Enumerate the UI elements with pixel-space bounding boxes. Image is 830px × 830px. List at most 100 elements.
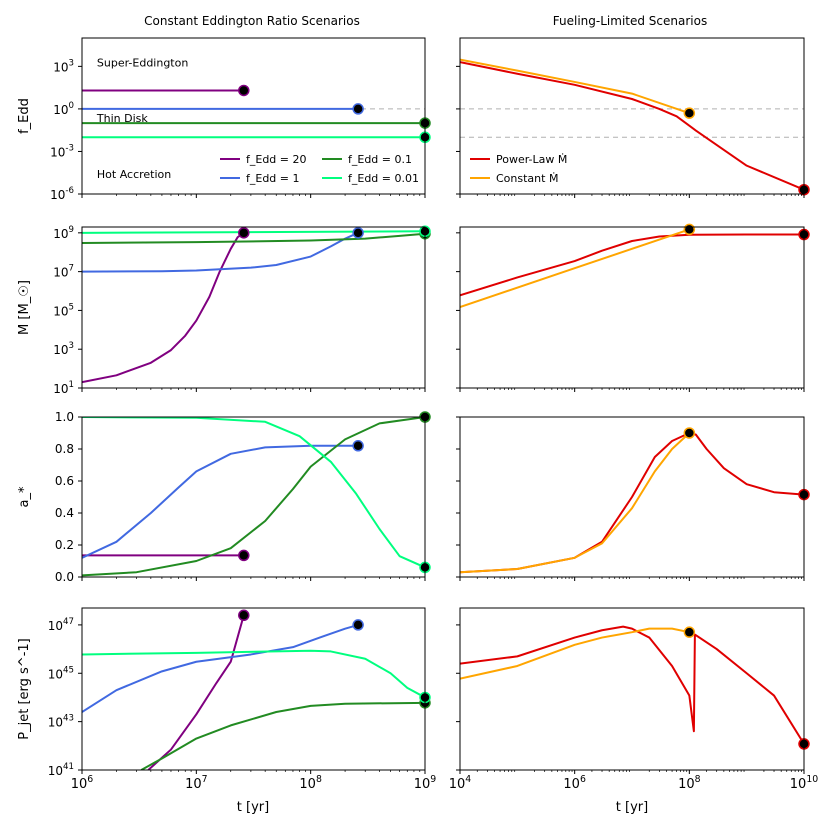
- x-tick-label: 108: [678, 774, 701, 792]
- plot-area-mass-right: [460, 228, 804, 308]
- series-line-powerlaw: [460, 233, 804, 297]
- x-tick-label: 104: [449, 774, 472, 792]
- axes-frame: [459, 607, 805, 771]
- series-line-fedd01: [82, 232, 425, 244]
- axes-frame: [459, 37, 805, 195]
- panel-pjet-right: 104 106 108 1010: [449, 607, 818, 792]
- y-axis-label: P_jet [erg s^-1]: [17, 638, 32, 739]
- endpoint-marker-fedd20: [238, 84, 250, 97]
- series-line-fedd1: [82, 231, 359, 273]
- y-tick-label: 10-3: [50, 143, 74, 159]
- plot-area-spin-left: [82, 417, 425, 577]
- y-tick-label: 1.0: [55, 410, 74, 424]
- y-tick-label: 105: [53, 302, 74, 318]
- endpoint-marker-constant: [683, 427, 696, 439]
- endpoint-marker-fedd1: [352, 103, 364, 115]
- endpoint-marker-fedd1: [352, 227, 364, 239]
- legend-label: f_Edd = 0.1: [348, 153, 412, 166]
- endpoint-marker-constant: [683, 223, 696, 236]
- series-line-fedd20: [82, 232, 245, 384]
- y-tick-label: 0.0: [55, 570, 74, 584]
- panel-spin-left: 0.0 0.2 0.4 0.6 0.8 1.0 a_*: [17, 410, 431, 584]
- region-label-2: Hot Accretion: [97, 168, 171, 181]
- series-line-constant: [460, 627, 690, 680]
- endpoint-marker-fedd20: [238, 227, 250, 239]
- endpoint-marker-constant: [683, 626, 696, 638]
- series-line-constant: [460, 228, 690, 308]
- x-tick-label: 108: [299, 774, 322, 792]
- axes-frame: [81, 226, 426, 389]
- axes-frame: [459, 226, 805, 389]
- plot-area-pjet-right: [460, 625, 804, 745]
- region-label-0: Super-Eddington: [97, 56, 188, 69]
- region-label-1: Thin Disk: [96, 112, 148, 125]
- x-tick-label: 107: [185, 774, 208, 792]
- series-line-fedd1: [82, 623, 359, 713]
- axes-frame: [81, 37, 426, 195]
- y-tick-label: 109: [53, 225, 74, 241]
- x-tick-label: 106: [71, 774, 94, 792]
- legend-label: Power-Law Ṁ: [496, 153, 567, 166]
- right-column-title: Fueling-Limited Scenarios: [553, 14, 707, 28]
- series-line-constant: [460, 432, 691, 574]
- series-line-fedd01: [140, 701, 425, 770]
- series-line-powerlaw: [460, 61, 804, 191]
- series-line-fedd01: [82, 417, 425, 577]
- series-line-fedd001: [82, 230, 425, 234]
- plot-area-pjet-left: [82, 615, 425, 770]
- legend-label: Constant Ṁ: [496, 172, 558, 185]
- legend-label: f_Edd = 20: [246, 153, 307, 166]
- axes-frame: [81, 607, 426, 771]
- panel-mass-right: [456, 223, 810, 392]
- x-tick-label: 109: [414, 774, 437, 792]
- series-line-constant: [460, 58, 690, 115]
- y-tick-label: 1045: [48, 665, 74, 681]
- legend-label: f_Edd = 1: [246, 172, 300, 185]
- y-tick-label: 103: [53, 341, 74, 357]
- y-tick-label: 101: [53, 380, 74, 396]
- series-line-fedd001: [82, 417, 425, 569]
- y-tick-label: 0.4: [55, 506, 74, 520]
- series-line-powerlaw: [460, 625, 804, 745]
- axes-frame: [81, 416, 426, 578]
- y-tick-label: 0.6: [55, 474, 74, 488]
- series-line-powerlaw: [460, 432, 804, 574]
- series-line-fedd1: [82, 444, 359, 559]
- axes-frame: [459, 416, 805, 578]
- y-tick-label: 1047: [48, 617, 74, 633]
- x-tick-label: 1010: [790, 774, 818, 792]
- panel-fedd-left: 10-6 10-3 100 103 f_Edd Super-Eddington Thin D…: [17, 37, 431, 202]
- y-tick-label: 0.2: [55, 538, 74, 552]
- y-tick-label: 0.8: [55, 442, 74, 456]
- plot-area-fedd-right: [460, 58, 804, 191]
- y-tick-label: 1043: [48, 714, 74, 730]
- y-tick-label: 107: [53, 264, 74, 280]
- legend-fedd-right: Power-Law Ṁ Constant Ṁ: [470, 153, 567, 185]
- plot-area-spin-right: [460, 432, 804, 574]
- endpoint-marker-constant: [683, 107, 696, 119]
- x-axis-label-right: t [yr]: [616, 800, 648, 815]
- y-tick-label: 103: [53, 58, 74, 74]
- left-column-title: Constant Eddington Ratio Scenarios: [144, 14, 360, 28]
- y-tick-label: 10-6: [50, 186, 74, 202]
- endpoint-marker-fedd1: [352, 619, 364, 631]
- panel-pjet-left: 106 107 108 109 1041 1043 1045 1047 P_jet [erg s…: [17, 607, 437, 792]
- y-axis-label: a_*: [17, 486, 32, 507]
- plot-area-mass-left: [82, 230, 425, 384]
- y-axis-label: f_Edd: [17, 98, 32, 134]
- plot-area-fedd-left: [82, 89, 425, 139]
- legend-fedd-left: f_Edd = 20 f_Edd = 0.1 f_Edd = 1 f_Edd = 0.…: [220, 153, 419, 185]
- x-tick-label: 106: [563, 774, 586, 792]
- x-axis-label-left: t [yr]: [237, 800, 269, 815]
- y-axis-label: M [M_☉]: [17, 280, 32, 335]
- series-line-fedd001: [82, 649, 425, 699]
- panel-fedd-right: Power-Law Ṁ Constant Ṁ: [456, 37, 810, 198]
- series-line-fedd20: [147, 615, 245, 770]
- panel-spin-right: [456, 416, 810, 581]
- endpoint-marker-fedd20: [238, 609, 250, 622]
- y-tick-label: 100: [53, 101, 74, 117]
- endpoint-marker-fedd1: [352, 440, 364, 452]
- endpoint-marker-fedd20: [238, 549, 250, 562]
- legend-label: f_Edd = 0.01: [348, 172, 419, 185]
